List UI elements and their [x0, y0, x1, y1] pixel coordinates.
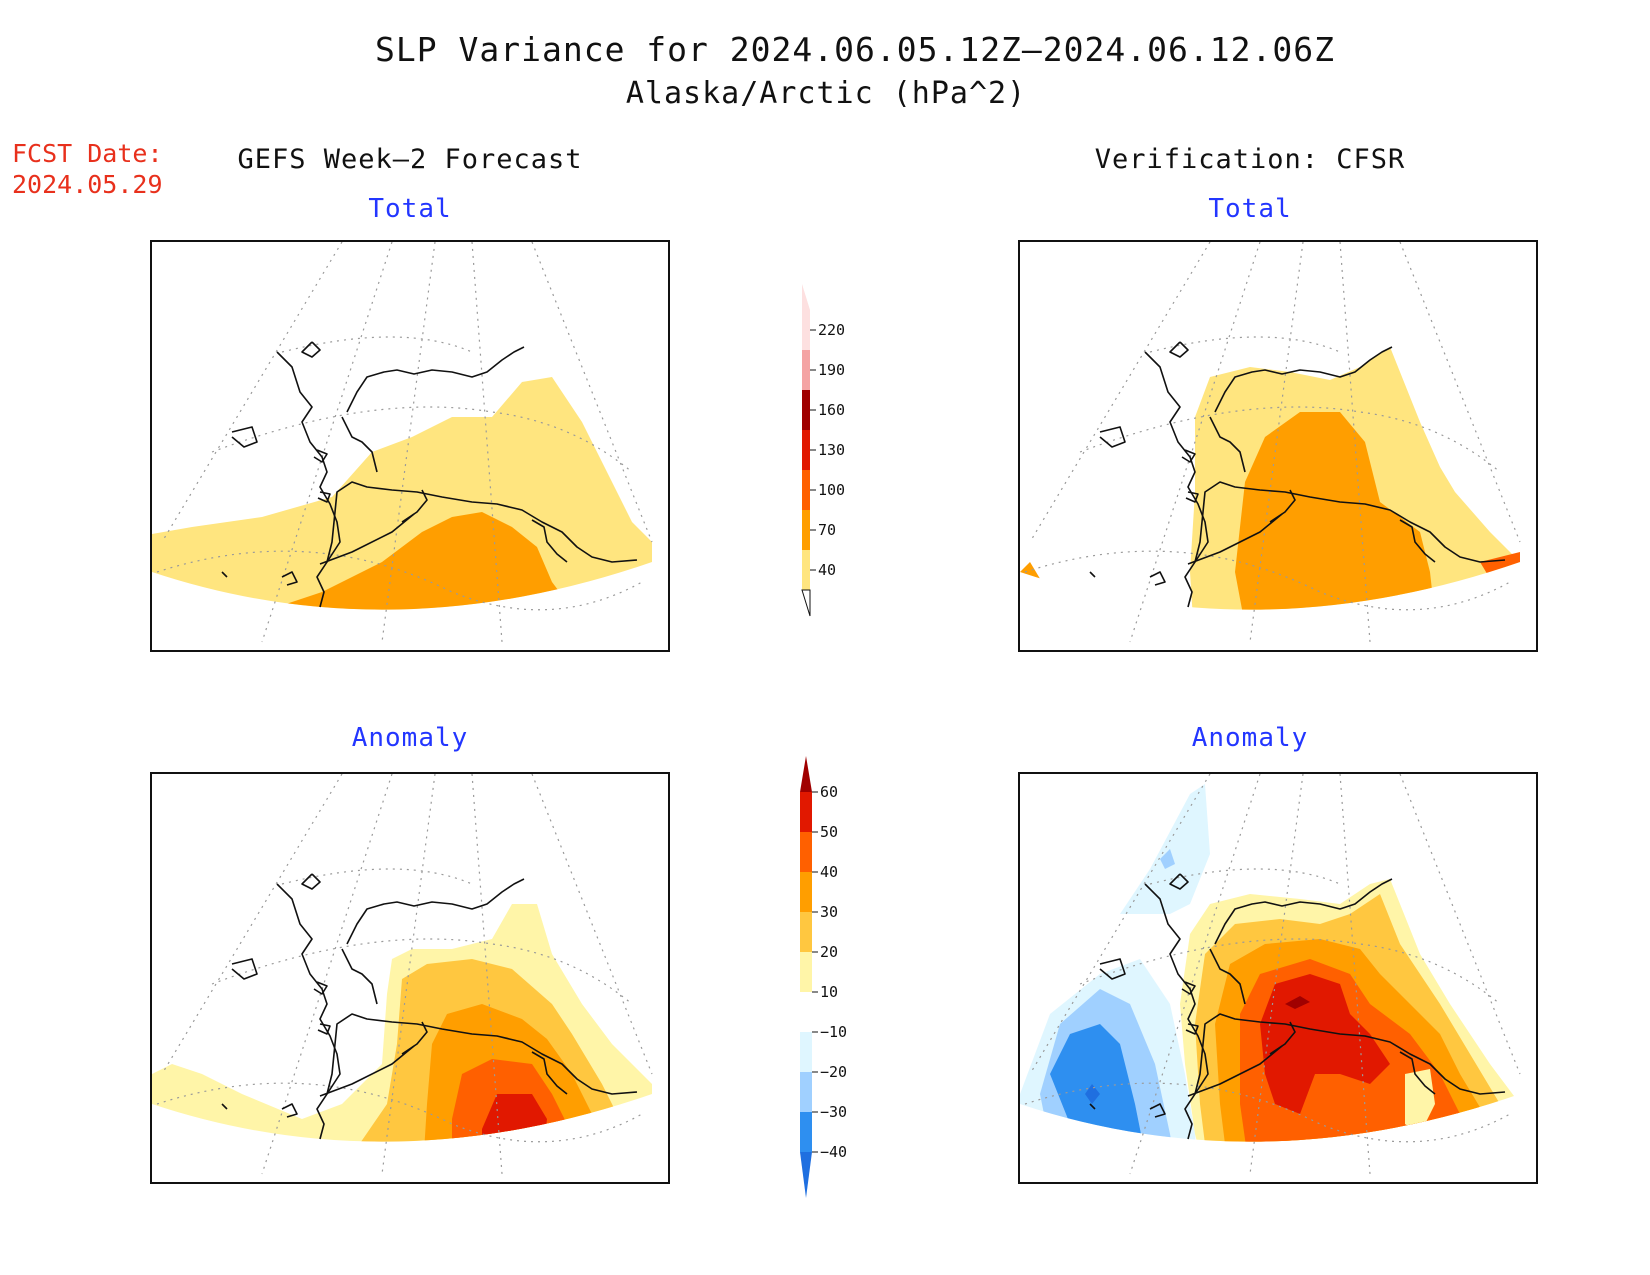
contour-anom-pos50 [1260, 974, 1390, 1114]
contour-total-edge-west [1020, 562, 1045, 597]
map-forecast-anomaly-field [152, 774, 653, 1175]
colorbar-total-label-40: 40 [818, 561, 836, 579]
colorbar-total-swatch-130 [802, 430, 810, 470]
panel-label-forecast-anomaly: Anomaly [351, 723, 469, 753]
colorbar-anomaly-label-neg20: −20 [820, 1063, 847, 1081]
colorbar-anomaly-label-60: 60 [820, 783, 838, 801]
map-verification-total [1018, 240, 1538, 652]
panel-label-verification-anomaly: Anomaly [1191, 723, 1309, 753]
panel-label-verification-total: Total [1208, 194, 1292, 224]
forecast-date-label: FCST Date: [12, 139, 163, 168]
colorbar-anomaly-swatch-40-50 [800, 832, 812, 872]
colorbar-anomaly-swatch-neutral [800, 992, 812, 1032]
colorbar-anomaly-swatch-50-60 [800, 792, 812, 832]
colorbar-total-label-220: 220 [818, 321, 845, 339]
colorbar-anomaly-label-40: 40 [820, 863, 838, 881]
colorbar-anomaly-bottom-arrow [800, 1152, 812, 1198]
contour-anom-50-60 [482, 1094, 547, 1142]
panel-label-forecast-total: Total [368, 194, 452, 224]
map-forecast-total-field [152, 242, 653, 643]
forecast-date-value: 2024.05.29 [12, 170, 163, 199]
contour-anom-pos60-south [1335, 1166, 1360, 1182]
colorbar-anomaly-label-neg10: −10 [820, 1023, 847, 1041]
colorbar-anomaly: 60 50 40 30 20 10 −10 −20 −30 −40 [800, 756, 847, 1198]
colorbar-anomaly-swatch-20-30 [800, 912, 812, 952]
colorbar-anomaly-label-10: 10 [820, 983, 838, 1001]
colorbar-anomaly-label-neg40: −40 [820, 1143, 847, 1161]
colorbar-anomaly-label-30: 30 [820, 903, 838, 921]
colorbar-anomaly-swatch-neg30-40 [800, 1112, 812, 1152]
colorbar-total-swatch-100 [802, 470, 810, 510]
right-column-heading: Verification: CFSR [1094, 144, 1406, 175]
colorbar-anomaly-swatch-neg20-30 [800, 1072, 812, 1112]
colorbar-total-top-arrow [802, 284, 810, 310]
colorbar-anomaly-label-20: 20 [820, 943, 838, 961]
contour-total-70-100 [212, 512, 652, 610]
colorbar-anomaly-label-50: 50 [820, 823, 838, 841]
contour-anom-pos60 [1285, 996, 1310, 1009]
colorbar-total-label-130: 130 [818, 441, 845, 459]
map-forecast-total [150, 240, 670, 652]
contour-anom-neg20-north [1160, 849, 1175, 869]
contour-anom-neg10-north [1120, 784, 1210, 914]
colorbar-total-bottom-arrow [801, 589, 811, 617]
colorbar-total-swatch-160 [802, 390, 810, 430]
colorbar-total-swatch-40 [802, 550, 810, 590]
colorbar-total: 220 190 160 130 100 70 40 [801, 284, 845, 617]
map-verification-anomaly-field [1020, 774, 1521, 1182]
colorbar-total-swatch-190 [802, 350, 810, 390]
colorbar-total-swatch-220 [802, 310, 810, 350]
colorbar-total-label-100: 100 [818, 481, 845, 499]
colorbar-total-swatch-70 [802, 510, 810, 550]
colorbar-anomaly-top-arrow [800, 756, 812, 792]
contour-anom-pos50-south [1320, 1149, 1370, 1182]
colorbar-total-label-190: 190 [818, 361, 845, 379]
contour-total-100-130 [1340, 612, 1400, 650]
map-verification-total-field [1020, 242, 1521, 650]
map-forecast-anomaly [150, 772, 670, 1184]
main-title: SLP Variance for 2024.06.05.12Z–2024.06.… [375, 30, 1335, 69]
map-verification-anomaly [1018, 772, 1538, 1184]
colorbar-total-label-70: 70 [818, 521, 836, 539]
colorbar-anomaly-label-neg30: −30 [820, 1103, 847, 1121]
main-subtitle: Alaska/Arctic (hPa^2) [625, 76, 1027, 111]
colorbar-anomaly-swatch-10-20 [800, 952, 812, 992]
contour-anom-pos20-pocket [1405, 1069, 1435, 1134]
left-column-heading: GEFS Week–2 Forecast [237, 144, 583, 175]
colorbar-anomaly-swatch-30-40 [800, 872, 812, 912]
colorbar-total-label-160: 160 [818, 401, 845, 419]
colorbar-anomaly-swatch-neg10-20 [800, 1032, 812, 1072]
contour-anom-neg40 [1085, 1084, 1100, 1104]
